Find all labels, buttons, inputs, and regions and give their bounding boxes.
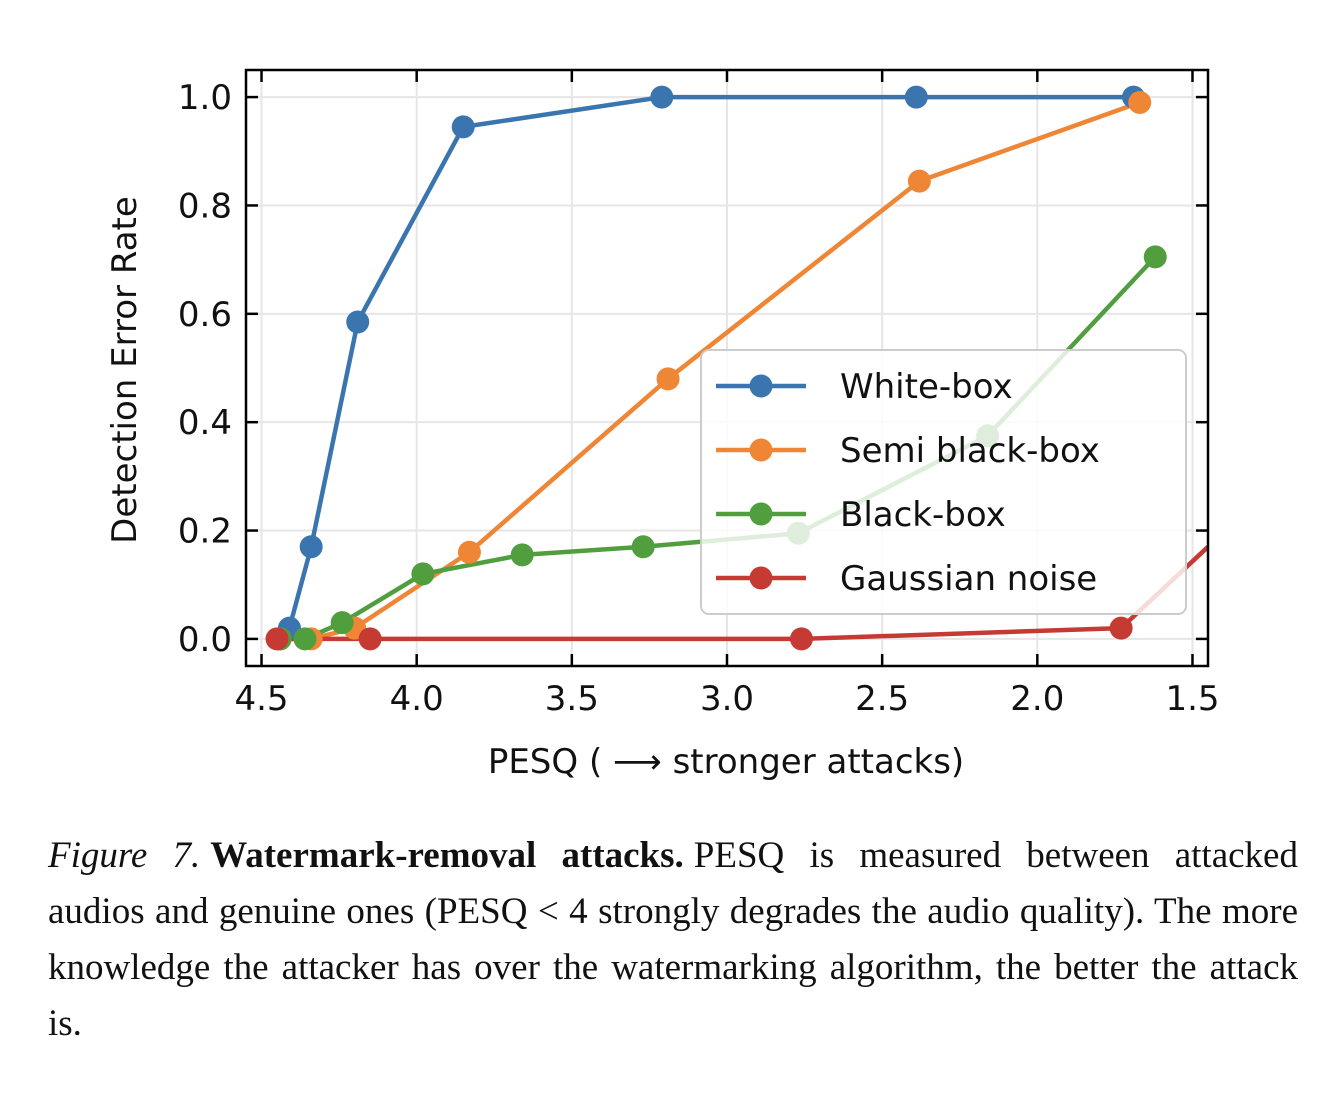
data-point xyxy=(789,627,813,651)
legend-label-0: White-box xyxy=(840,367,1013,407)
x-tick-label: 2.0 xyxy=(1010,679,1064,719)
data-point xyxy=(299,535,323,559)
x-axis-label: PESQ ( ⟶ stronger attacks) xyxy=(488,742,964,782)
x-tick-label: 4.0 xyxy=(390,679,444,719)
data-point xyxy=(631,535,655,559)
legend-box xyxy=(700,349,1187,615)
y-tick-label: 0.0 xyxy=(178,620,232,660)
x-tick-label: 2.5 xyxy=(855,679,909,719)
x-tick-label: 1.5 xyxy=(1165,679,1219,719)
data-point xyxy=(451,115,475,139)
data-point xyxy=(293,627,317,651)
x-tick-label: 3.0 xyxy=(700,679,754,719)
data-point xyxy=(265,627,289,651)
data-point xyxy=(457,540,481,564)
data-point xyxy=(907,169,931,193)
legend-marker-2 xyxy=(749,502,773,526)
axis-ticks xyxy=(246,70,1208,666)
data-point xyxy=(510,543,534,567)
chart: 4.5 4.0 3.5 3.0 2.5 2.0 1.5 0.0 0.2 0.4 0.6 0.8 1.0… xyxy=(105,68,1220,782)
figure-caption: Figure 7. Watermark-removal attacks. PESQ … xyxy=(48,828,1298,1052)
legend-marker-3 xyxy=(749,566,773,590)
legend-marker-1 xyxy=(749,438,773,462)
caption-text: PESQ is measured between attacked audios… xyxy=(48,835,1298,1044)
caption-title: Watermark-removal attacks. xyxy=(210,835,684,876)
series-line-0 xyxy=(278,94,1134,641)
legend: White-box Semi black-box Black-box Gaussian… xyxy=(700,349,1187,615)
x-tick-label: 3.5 xyxy=(545,679,599,719)
x-tick-labels: 4.5 4.0 3.5 3.0 2.5 2.0 1.5 xyxy=(234,679,1219,719)
data-point xyxy=(904,85,928,109)
data-point xyxy=(650,85,674,109)
data-point xyxy=(358,627,382,651)
data-point xyxy=(346,310,370,334)
series-markers xyxy=(265,85,1167,651)
y-tick-label: 1.0 xyxy=(178,78,232,118)
legend-marker-0 xyxy=(749,374,773,398)
legend-label-1: Semi black-box xyxy=(840,431,1100,471)
data-point xyxy=(656,367,680,391)
y-tick-label: 0.2 xyxy=(178,512,232,552)
caption-label: Figure 7. xyxy=(48,835,201,876)
data-point xyxy=(330,611,354,635)
x-tick-label: 4.5 xyxy=(234,679,288,719)
data-point xyxy=(411,562,435,586)
data-point xyxy=(1128,91,1152,115)
legend-label-2: Black-box xyxy=(840,495,1006,535)
y-tick-label: 0.8 xyxy=(178,186,232,226)
data-point xyxy=(1143,245,1167,269)
y-tick-label: 0.4 xyxy=(178,403,232,443)
y-axis-label: Detection Error Rate xyxy=(105,196,145,544)
y-tick-labels: 0.0 0.2 0.4 0.6 0.8 1.0 xyxy=(178,78,232,660)
legend-label-3: Gaussian noise xyxy=(840,559,1097,599)
data-point xyxy=(1109,616,1133,640)
y-tick-label: 0.6 xyxy=(178,295,232,335)
